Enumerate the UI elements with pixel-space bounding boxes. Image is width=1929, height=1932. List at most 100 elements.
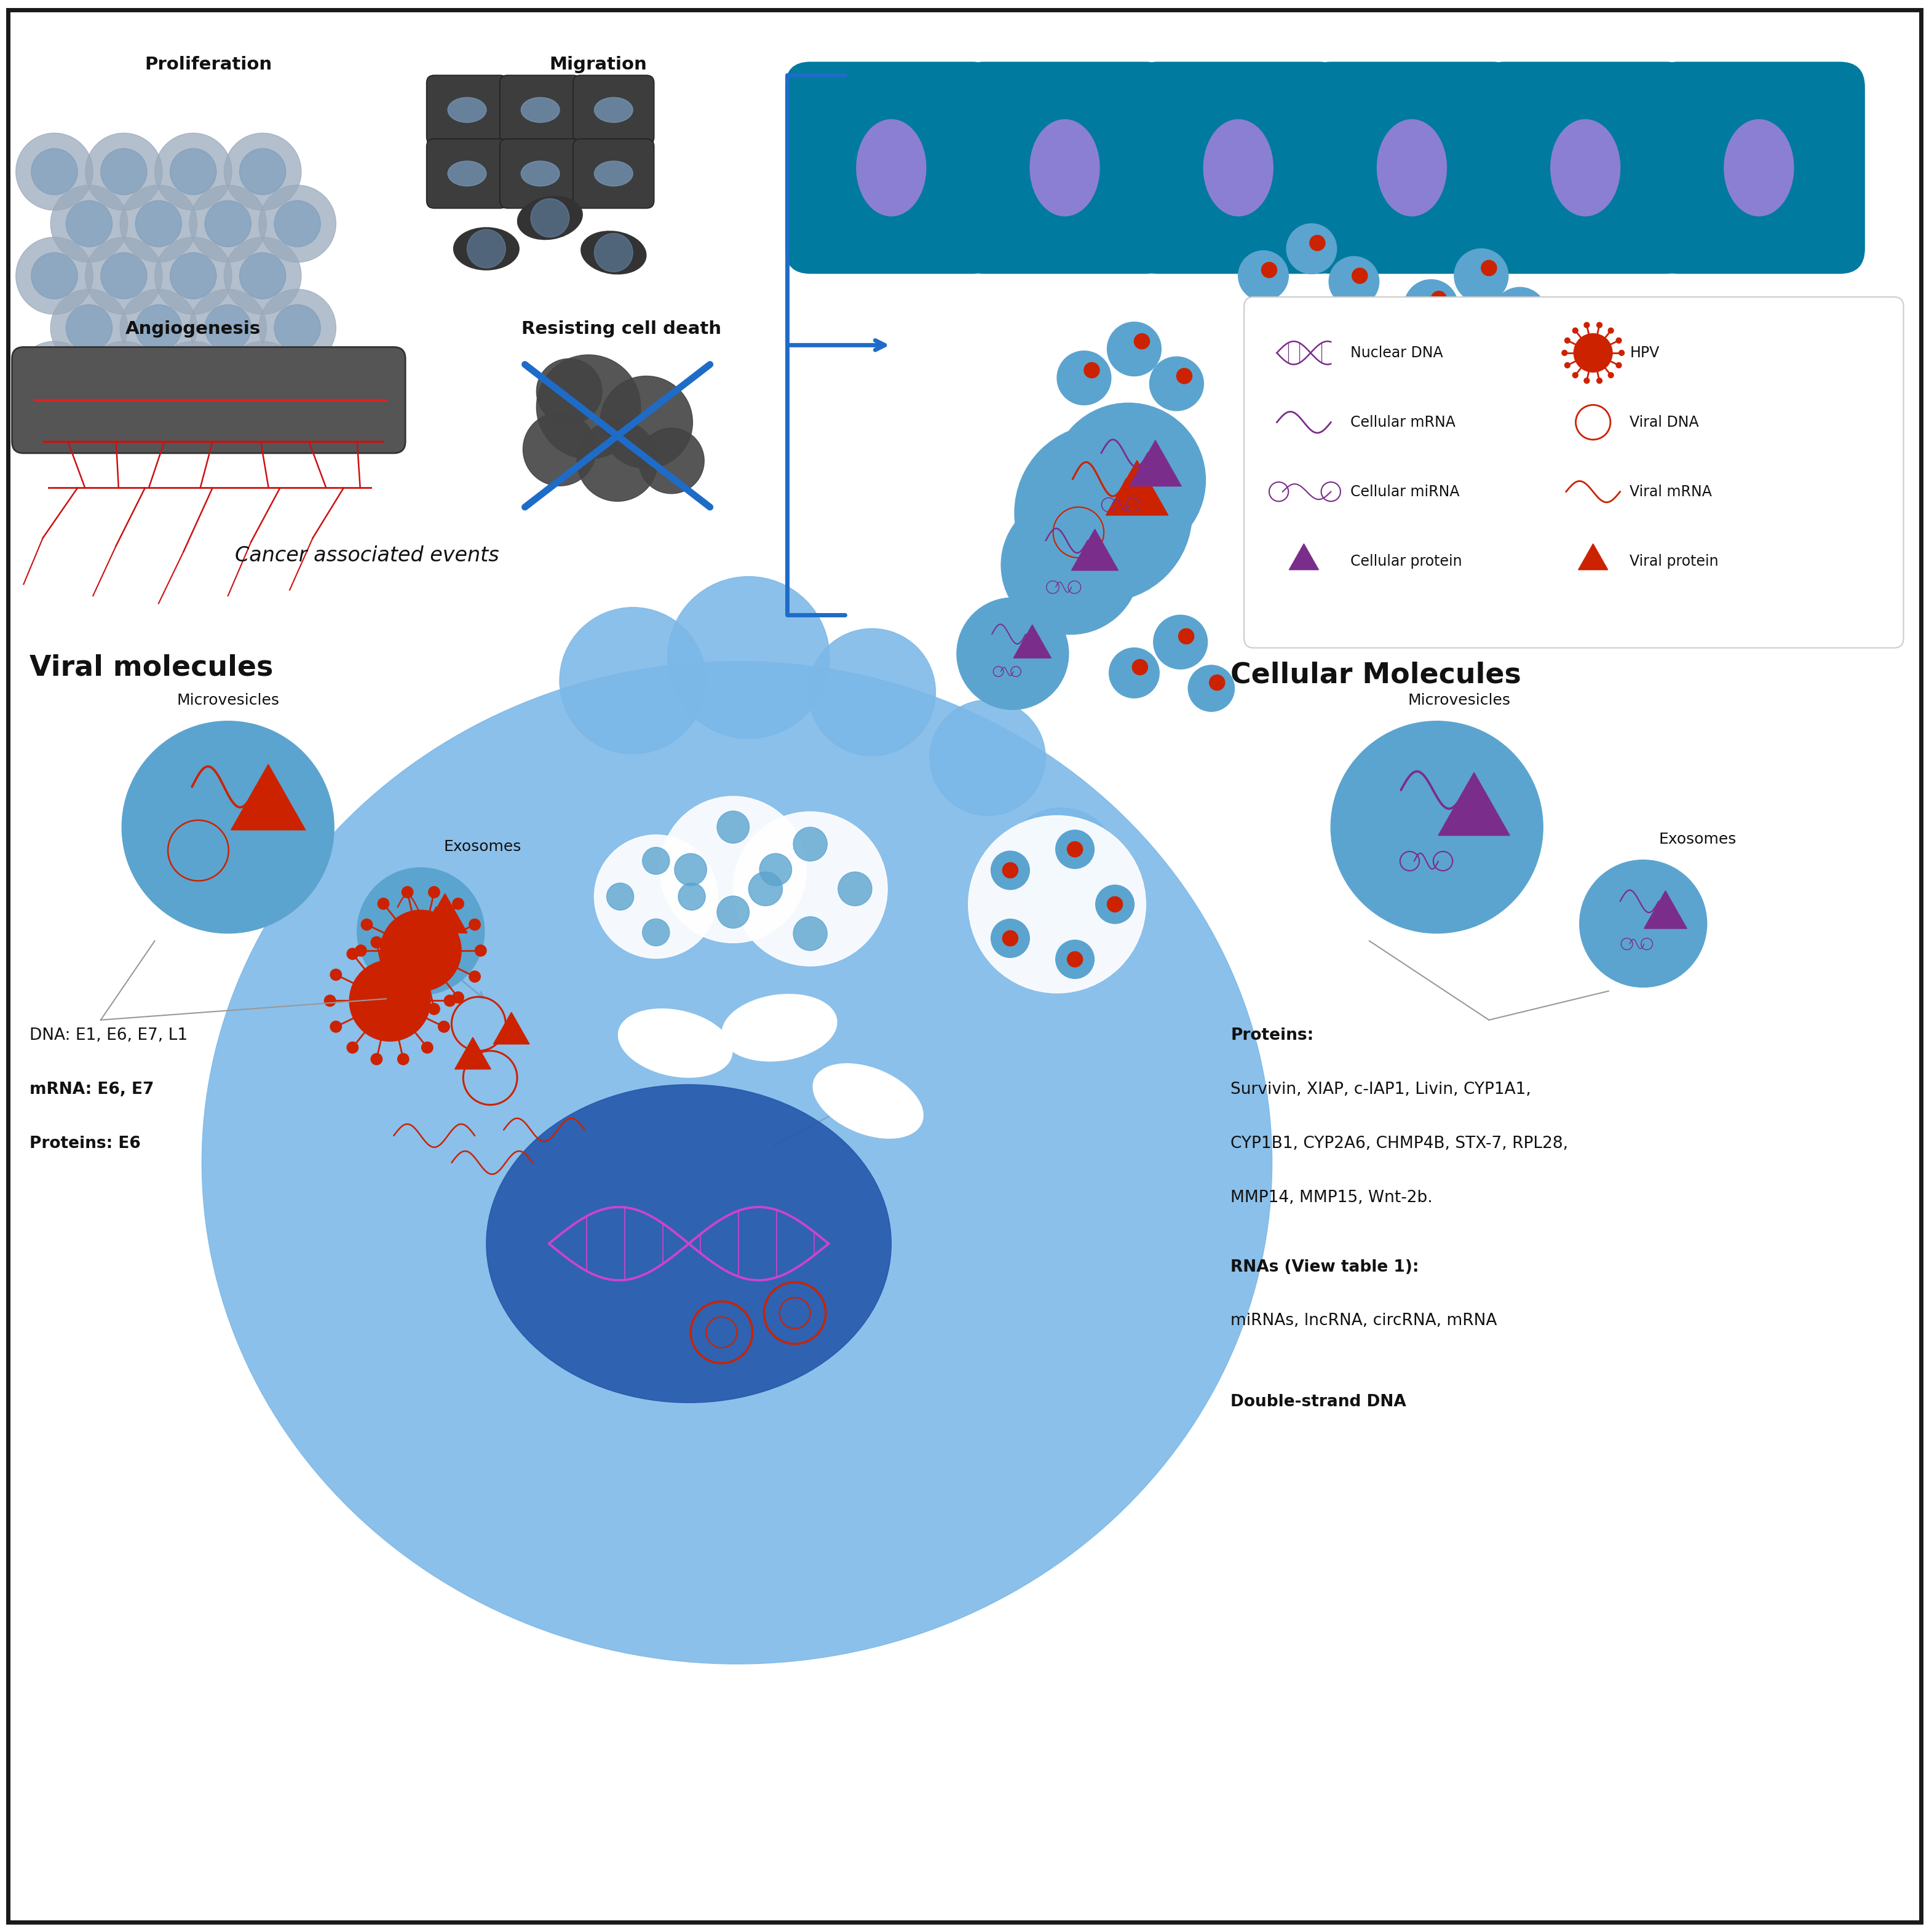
Text: Nuclear DNA: Nuclear DNA	[1350, 346, 1443, 359]
Polygon shape	[1128, 440, 1181, 487]
Circle shape	[760, 854, 791, 885]
Circle shape	[638, 429, 704, 493]
Text: Viral molecules: Viral molecules	[29, 653, 274, 682]
Circle shape	[135, 305, 181, 352]
Circle shape	[15, 342, 93, 419]
Circle shape	[397, 1053, 409, 1065]
Circle shape	[31, 149, 77, 195]
Polygon shape	[455, 1037, 490, 1068]
Circle shape	[135, 201, 181, 247]
FancyBboxPatch shape	[500, 139, 581, 209]
Circle shape	[642, 848, 669, 875]
Circle shape	[1238, 251, 1289, 301]
Circle shape	[100, 149, 147, 195]
Circle shape	[438, 970, 449, 980]
Text: Cellular Molecules: Cellular Molecules	[1231, 661, 1522, 690]
Circle shape	[453, 991, 463, 1003]
Circle shape	[154, 238, 231, 315]
Circle shape	[718, 811, 748, 842]
Text: RNAs (View table 1):: RNAs (View table 1):	[1231, 1260, 1420, 1275]
Circle shape	[1493, 288, 1547, 342]
Circle shape	[1177, 369, 1192, 384]
Circle shape	[330, 1020, 341, 1032]
Circle shape	[274, 201, 320, 247]
Circle shape	[1617, 363, 1622, 367]
Text: Viral mRNA: Viral mRNA	[1630, 485, 1713, 498]
Ellipse shape	[856, 120, 926, 216]
Circle shape	[357, 867, 484, 995]
Text: CYP1B1, CYP2A6, CHMP4B, STX-7, RPL28,: CYP1B1, CYP2A6, CHMP4B, STX-7, RPL28,	[1231, 1136, 1568, 1151]
Circle shape	[1001, 495, 1140, 634]
FancyBboxPatch shape	[1132, 62, 1345, 274]
Circle shape	[1296, 361, 1512, 576]
Circle shape	[1003, 862, 1019, 877]
Circle shape	[378, 898, 390, 910]
Ellipse shape	[721, 995, 837, 1061]
Circle shape	[428, 887, 440, 898]
Circle shape	[31, 357, 77, 404]
FancyBboxPatch shape	[1296, 99, 1354, 238]
Circle shape	[1572, 328, 1578, 332]
Circle shape	[748, 871, 783, 906]
Text: DNA: E1, E6, E7, L1: DNA: E1, E6, E7, L1	[29, 1028, 187, 1043]
Text: Cellular miRNA: Cellular miRNA	[1350, 485, 1458, 498]
Circle shape	[1055, 941, 1094, 980]
Polygon shape	[231, 765, 305, 831]
Text: Microvesicles: Microvesicles	[177, 694, 280, 707]
Circle shape	[370, 937, 382, 949]
Circle shape	[1084, 363, 1100, 379]
Polygon shape	[1071, 529, 1119, 570]
Circle shape	[1584, 379, 1589, 383]
Circle shape	[1057, 352, 1111, 406]
Polygon shape	[1439, 773, 1510, 835]
Ellipse shape	[521, 97, 559, 122]
Circle shape	[1481, 261, 1497, 276]
Circle shape	[1431, 292, 1447, 307]
Circle shape	[793, 916, 828, 951]
Circle shape	[1109, 647, 1159, 697]
Circle shape	[594, 234, 633, 272]
Circle shape	[189, 290, 266, 367]
Circle shape	[606, 883, 635, 910]
Circle shape	[170, 253, 216, 299]
Circle shape	[15, 133, 93, 211]
Circle shape	[536, 355, 640, 460]
Text: Viral protein: Viral protein	[1630, 554, 1719, 568]
Circle shape	[422, 949, 432, 960]
Circle shape	[330, 970, 341, 980]
Circle shape	[347, 1041, 359, 1053]
Text: Double-strand DNA: Double-strand DNA	[1231, 1395, 1406, 1410]
Text: MMP14, MMP15, Wnt-2b.: MMP14, MMP15, Wnt-2b.	[1231, 1190, 1433, 1206]
Ellipse shape	[1551, 120, 1620, 216]
Polygon shape	[1578, 543, 1609, 570]
Circle shape	[718, 896, 748, 927]
Text: Survivin, XIAP, c-IAP1, Livin, CYP1A1,: Survivin, XIAP, c-IAP1, Livin, CYP1A1,	[1231, 1082, 1532, 1097]
Ellipse shape	[619, 1009, 733, 1078]
FancyBboxPatch shape	[785, 62, 997, 274]
Circle shape	[31, 253, 77, 299]
Circle shape	[239, 357, 285, 404]
Circle shape	[170, 149, 216, 195]
Circle shape	[1580, 860, 1707, 987]
FancyBboxPatch shape	[500, 75, 581, 145]
Circle shape	[577, 421, 658, 500]
Polygon shape	[1289, 543, 1319, 570]
Circle shape	[1597, 323, 1603, 328]
Circle shape	[1003, 931, 1019, 947]
Polygon shape	[1644, 891, 1686, 929]
Circle shape	[1209, 674, 1225, 690]
Circle shape	[189, 185, 266, 263]
Circle shape	[1352, 269, 1368, 284]
Circle shape	[1096, 885, 1134, 923]
Circle shape	[50, 185, 127, 263]
Circle shape	[224, 133, 301, 211]
FancyBboxPatch shape	[426, 139, 507, 209]
Circle shape	[204, 201, 251, 247]
Circle shape	[660, 796, 806, 943]
Circle shape	[428, 1003, 440, 1014]
Text: Cancer associated events: Cancer associated events	[235, 545, 500, 566]
Circle shape	[453, 898, 463, 910]
Circle shape	[1572, 373, 1578, 379]
Circle shape	[600, 377, 693, 469]
Circle shape	[808, 628, 936, 755]
